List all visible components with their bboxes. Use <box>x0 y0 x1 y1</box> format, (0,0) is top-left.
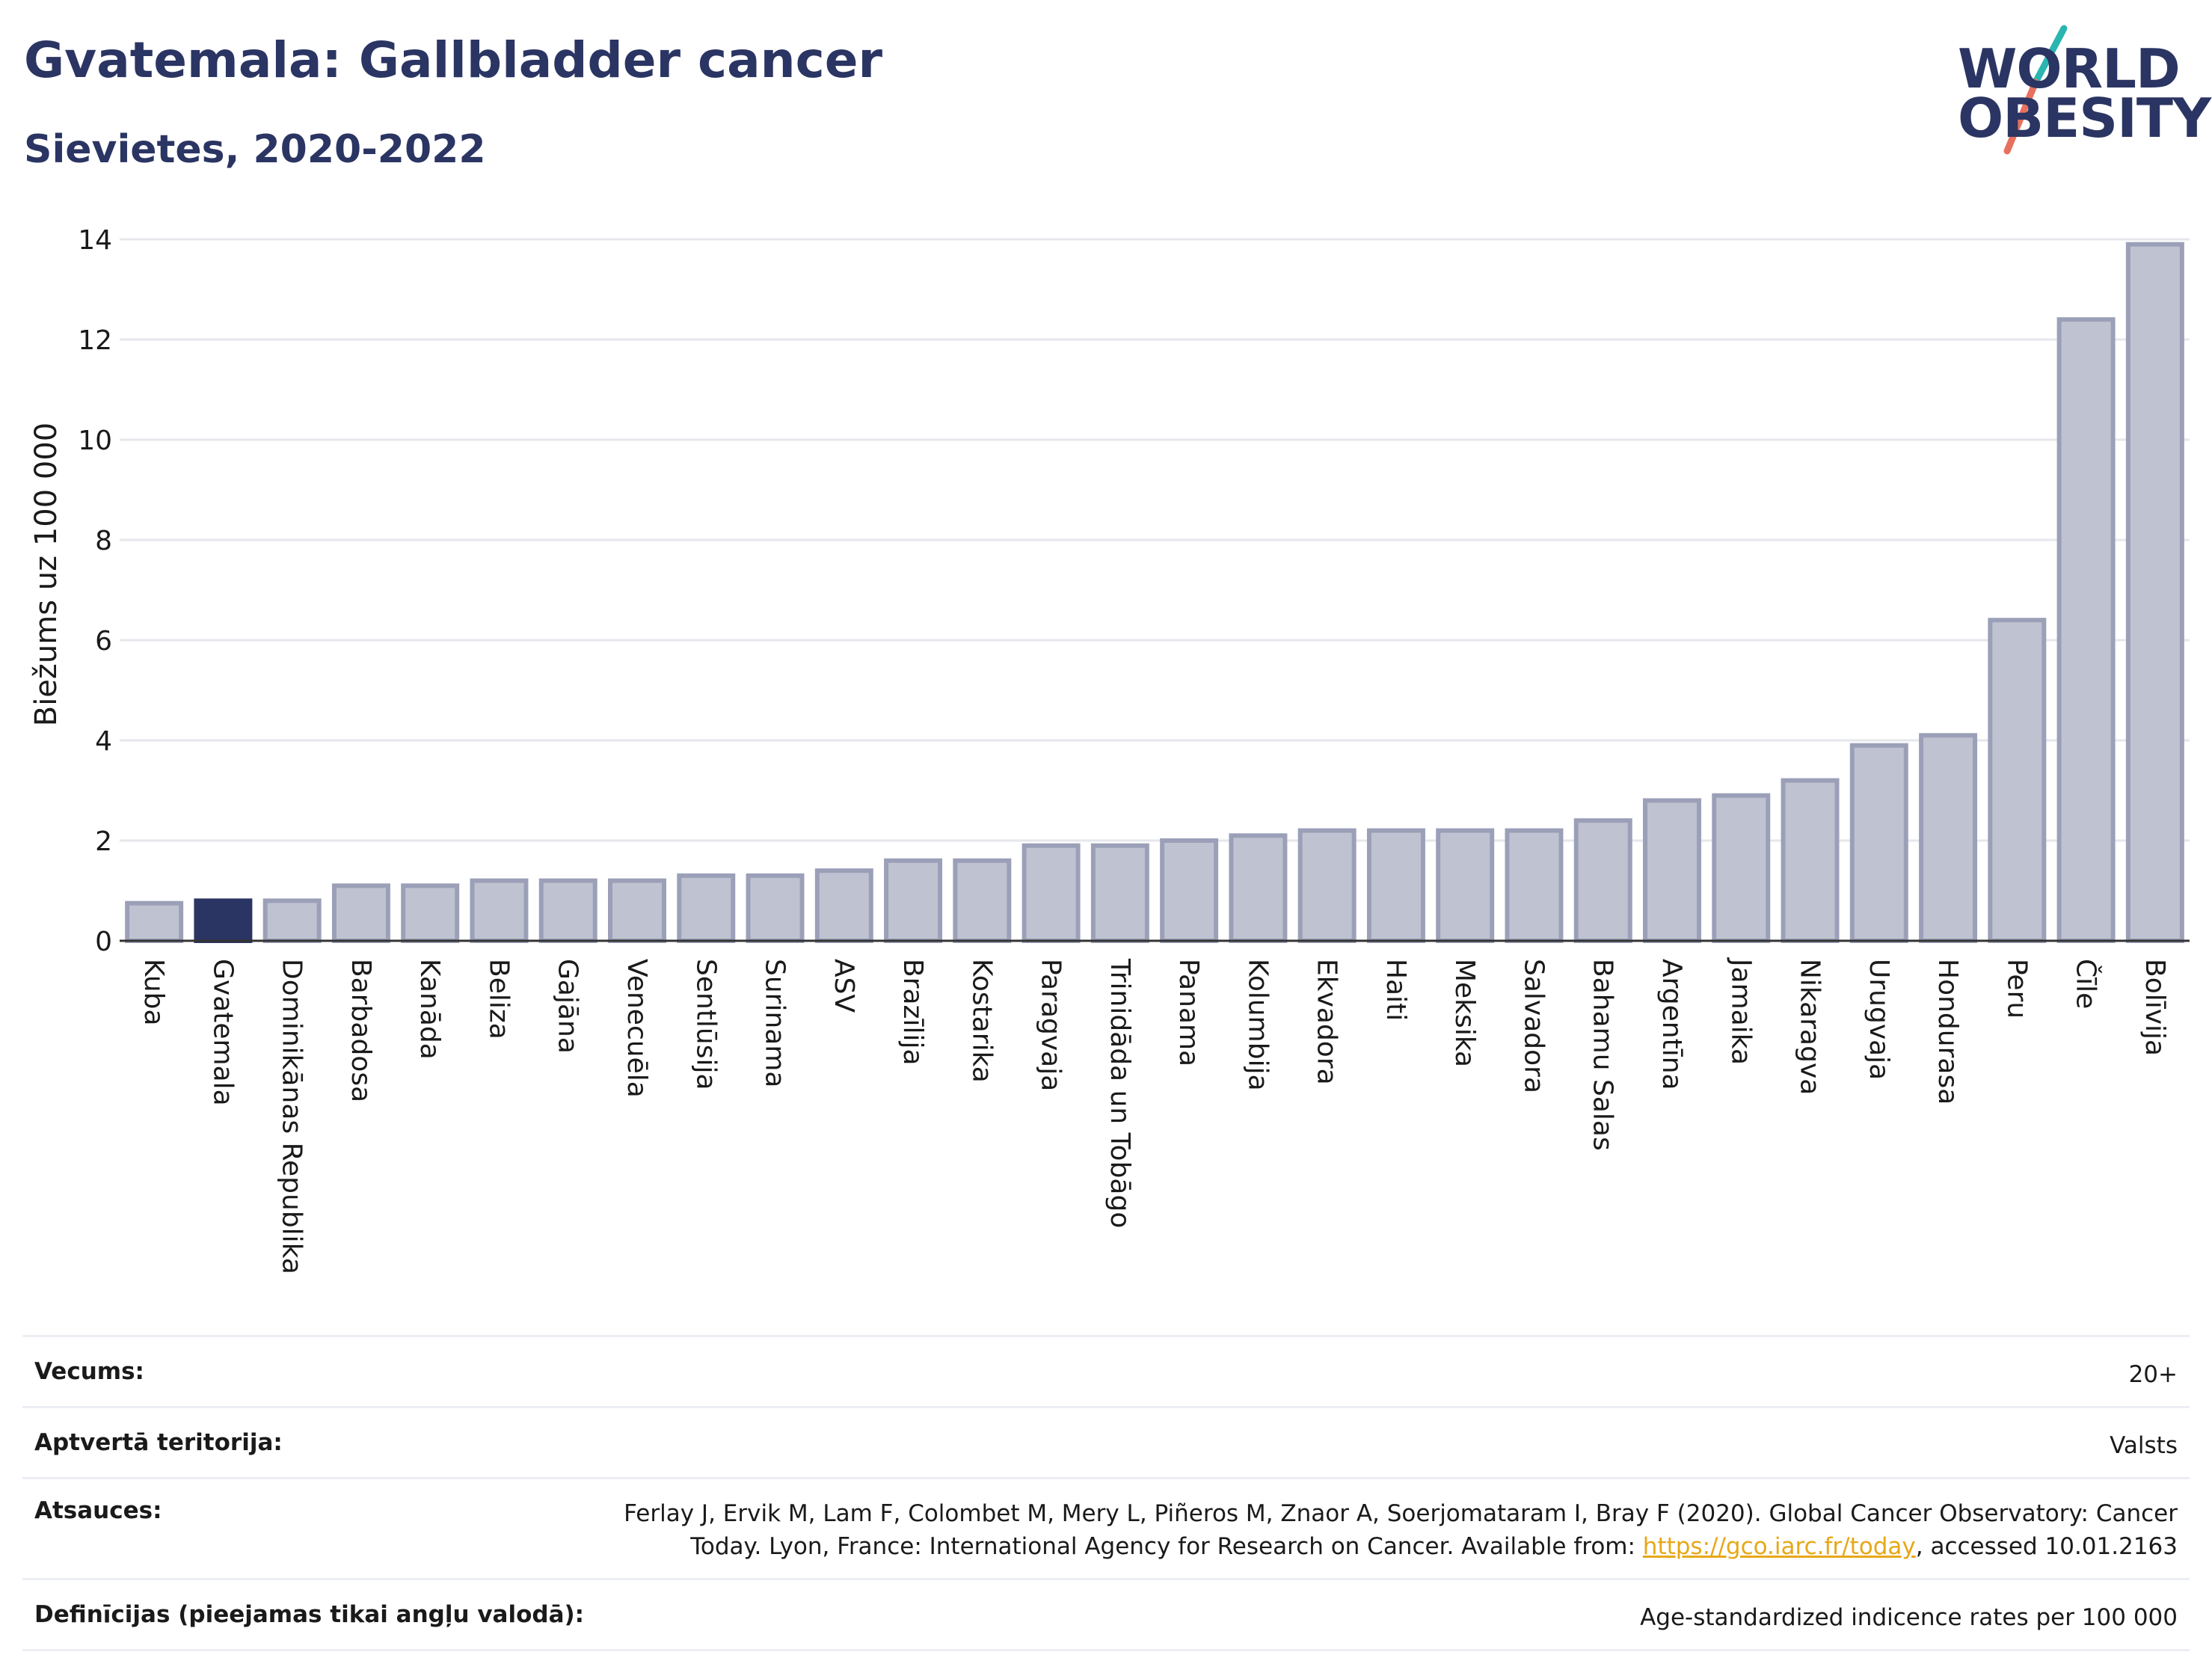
x-tick-label: Trinidāda un Tobāgo <box>1105 958 1135 1228</box>
world-obesity-logo: WORLD OBESITY <box>1944 22 2211 157</box>
metadata-table: Vecums: 20+ Aptvertā teritorija: Valsts … <box>22 1335 2190 1651</box>
bar-18 <box>1366 828 1425 943</box>
x-tick-label: Kostarika <box>966 959 997 1083</box>
bar-2 <box>262 898 322 944</box>
bar-9 <box>746 873 805 944</box>
x-tick-label: Salvadora <box>1518 959 1549 1093</box>
definitions-label: Definīcijas (pieejamas tikai angļu valod… <box>34 1601 585 1628</box>
territory-value: Valsts <box>2110 1432 2178 1459</box>
bar-6 <box>538 878 597 943</box>
x-axis-ticks: Kuba Gvatemala Dominikānas Republika Barbad… <box>138 957 2170 1274</box>
bar-15 <box>1160 838 1219 943</box>
x-tick-label: Kuba <box>138 959 169 1026</box>
definitions-value: Age-standardized indicence rates per 100… <box>1640 1604 2178 1631</box>
chart-bars <box>125 242 2184 944</box>
bar-5 <box>470 878 529 943</box>
bar-12 <box>953 858 1012 944</box>
logo-word-world: WORLD <box>1958 37 2181 100</box>
y-tick-label: 12 <box>78 325 112 356</box>
references-label: Atsauces: <box>34 1497 162 1524</box>
x-tick-label: Čīle <box>2071 959 2102 1009</box>
bar-14 <box>1090 843 1149 943</box>
x-tick-label: Venecuēla <box>621 959 652 1098</box>
x-tick-label: Brazīlija <box>897 959 928 1066</box>
x-tick-label: Kanāda <box>414 959 445 1060</box>
y-tick-label: 8 <box>95 526 112 556</box>
x-tick-label: Barbadosa <box>345 959 376 1102</box>
territory-label: Aptvertā teritorija: <box>34 1429 283 1456</box>
x-tick-label: Argentīna <box>1656 959 1687 1090</box>
x-tick-label: Gajāna <box>553 959 583 1054</box>
age-value: 20+ <box>2128 1361 2178 1388</box>
meta-row-definitions: Definīcijas (pieejamas tikai angļu valod… <box>22 1578 2190 1651</box>
logo-word-obesity: OBESITY <box>1958 87 2211 150</box>
bar-19 <box>1436 828 1495 943</box>
x-tick-label: ASV <box>829 959 859 1013</box>
x-tick-label: Peru <box>2001 959 2032 1019</box>
bar-chart: 0 2 4 6 8 10 12 14 Kuba Gvatemala Dominikānas Rep… <box>29 225 2190 1274</box>
bar-23 <box>1712 793 1771 943</box>
meta-row-territory: Aptvertā teritorija: Valsts <box>22 1406 2190 1477</box>
references-link[interactable]: https://gco.iarc.fr/today <box>1642 1533 1916 1560</box>
references-accessed: , accessed 10.01.2163 <box>1915 1533 2178 1560</box>
x-tick-label: Dominikānas Republika <box>277 959 307 1274</box>
x-tick-label: Kolumbija <box>1242 959 1273 1091</box>
x-tick-label: Sentlūsija <box>690 959 721 1090</box>
bar-27 <box>1988 618 2047 943</box>
bar-28 <box>2056 317 2116 943</box>
page-subtitle: Sievietes, 2020-2022 <box>24 127 486 172</box>
bar-4 <box>401 883 460 944</box>
references-value: Ferlay J, Ervik M, Lam F, Colombet M, Me… <box>624 1497 2178 1563</box>
meta-row-age: Vecums: 20+ <box>22 1335 2190 1406</box>
bar-8 <box>677 873 736 944</box>
bar-24 <box>1781 778 1840 943</box>
y-axis-label: Biežums uz 100 000 <box>29 423 64 727</box>
x-tick-label: Surinama <box>760 959 790 1087</box>
bar-20 <box>1505 828 1564 943</box>
x-tick-label: Paragvaja <box>1036 959 1066 1091</box>
bar-0 <box>125 900 184 943</box>
x-tick-label: Haiti <box>1380 959 1411 1021</box>
y-tick-label: 2 <box>95 826 112 857</box>
y-tick-label: 10 <box>78 426 112 456</box>
x-tick-label: Meksika <box>1449 959 1480 1067</box>
x-tick-label: Nikaragva <box>1795 959 1825 1095</box>
bar-21 <box>1573 818 1632 943</box>
x-tick-label: Ekvadora <box>1312 959 1342 1085</box>
age-label: Vecums: <box>34 1358 144 1385</box>
bar-16 <box>1229 833 1288 944</box>
x-tick-label: Bahamu Salas <box>1588 959 1618 1151</box>
y-tick-label: 14 <box>78 225 112 256</box>
y-axis-ticks: 0 2 4 6 8 10 12 14 <box>78 225 112 957</box>
y-tick-label: 0 <box>95 927 112 957</box>
bar-29 <box>2125 242 2184 943</box>
x-tick-label: Urugvaja <box>1864 959 1894 1080</box>
bar-13 <box>1021 843 1081 943</box>
bar-25 <box>1849 743 1908 943</box>
bar-11 <box>884 858 943 944</box>
y-tick-label: 4 <box>95 726 112 757</box>
bar-26 <box>1919 733 1978 943</box>
x-tick-label: Gvatemala <box>207 959 238 1106</box>
bar-22 <box>1643 798 1701 944</box>
references-line1: Ferlay J, Ervik M, Lam F, Colombet M, Me… <box>624 1500 2178 1527</box>
bar-17 <box>1297 828 1357 943</box>
bar-10 <box>814 868 873 943</box>
logo-slash-icon <box>2003 25 2068 155</box>
bar-3 <box>331 883 390 944</box>
bar-7 <box>608 878 666 943</box>
x-tick-label: Hondurasa <box>1932 959 1963 1105</box>
x-tick-label: Beliza <box>483 959 514 1040</box>
x-tick-label: Bolīvija <box>2139 959 2170 1056</box>
bar-1 <box>194 898 253 944</box>
y-tick-label: 6 <box>95 626 112 657</box>
page-title: Gvatemala: Gallbladder cancer <box>24 31 883 89</box>
x-tick-label: Jamaika <box>1725 957 1756 1065</box>
x-tick-label: Panama <box>1173 959 1204 1066</box>
references-line2: Today. Lyon, France: International Agenc… <box>690 1533 1643 1560</box>
meta-row-references: Atsauces: Ferlay J, Ervik M, Lam F, Colo… <box>22 1477 2190 1578</box>
